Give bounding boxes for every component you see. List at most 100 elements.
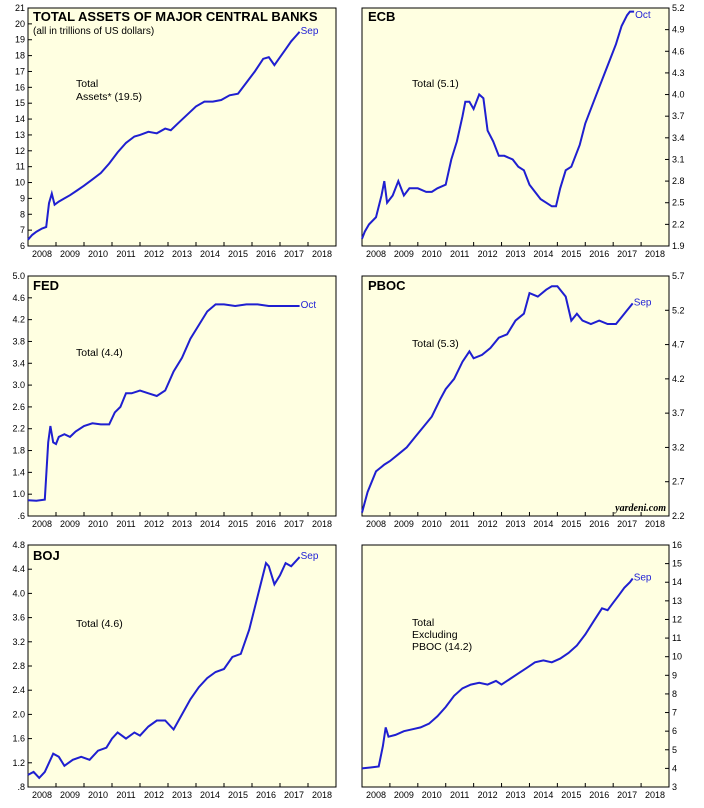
y-tick-label-excluding-pboc: 11	[672, 633, 681, 643]
plot-area-total-assets	[27, 7, 337, 247]
y-tick-label-excluding-pboc: 7	[672, 708, 677, 718]
y-tick-label-fed: 1.8	[12, 446, 25, 456]
y-tick-label-total-assets: 15	[15, 98, 25, 108]
series-line-fed	[27, 303, 300, 502]
x-tick-label-fed: 2011	[116, 519, 135, 529]
y-tick-label-ecb: 4.3	[672, 68, 685, 78]
y-tick-label-fed: .6	[17, 511, 25, 521]
x-tick-label-fed: 2013	[172, 519, 192, 529]
y-tick-label-ecb: 4.0	[672, 90, 685, 100]
y-tick-label-boj: 1.6	[12, 734, 25, 744]
x-tick-label-pboc: 2012	[478, 519, 498, 529]
y-tick-label-ecb: 5.2	[672, 3, 685, 13]
x-tick-label-total-assets: 2011	[116, 249, 135, 259]
y-tick-label-excluding-pboc: 12	[672, 614, 682, 624]
y-tick-label-total-assets: 21	[15, 3, 25, 13]
x-tick-label-fed: 2012	[144, 519, 164, 529]
x-tick-label-fed: 2010	[88, 519, 108, 529]
y-tick-label-fed: 4.2	[12, 315, 25, 325]
annotation-pboc: Total (5.3)	[412, 338, 459, 350]
chart-title-total-assets: TOTAL ASSETS OF MAJOR CENTRAL BANKS	[33, 9, 318, 24]
y-tick-label-boj: 4.4	[12, 564, 25, 574]
panel-ecb: 1.9 2.2 2.5 2.8 3.1 3.4 3.7 4.0 4.3 4.6 4.9 5.2 2008…	[361, 3, 685, 259]
y-tick-label-pboc: 4.7	[672, 340, 685, 350]
y-tick-label-pboc: 3.2	[672, 442, 685, 452]
y-tick-label-ecb: 4.9	[672, 25, 685, 35]
annotation-ecb: Total (5.1)	[412, 78, 459, 90]
y-tick-label-total-assets: 12	[15, 146, 25, 156]
x-tick-label-ecb: 2010	[422, 249, 442, 259]
x-tick-label-total-assets: 2013	[172, 249, 192, 259]
x-tick-label-excluding-pboc: 2013	[505, 790, 525, 800]
y-tick-label-boj: .8	[17, 782, 25, 792]
x-tick-label-boj: 2009	[60, 790, 80, 800]
y-tick-label-excluding-pboc: 14	[672, 577, 682, 587]
y-tick-label-excluding-pboc: 8	[672, 689, 677, 699]
y-tick-label-fed: 2.6	[12, 402, 25, 412]
y-tick-label-excluding-pboc: 9	[672, 670, 677, 680]
chart-title-fed: FED	[33, 278, 59, 293]
x-tick-label-ecb: 2018	[645, 249, 665, 259]
y-tick-label-total-assets: 19	[15, 35, 25, 45]
y-tick-label-total-assets: 11	[16, 162, 25, 172]
x-tick-label-pboc: 2014	[533, 519, 553, 529]
x-tick-label-excluding-pboc: 2015	[561, 790, 581, 800]
series-line-excluding-pboc	[361, 577, 634, 770]
x-tick-label-excluding-pboc: 2009	[394, 790, 414, 800]
x-tick-label-pboc: 2013	[505, 519, 525, 529]
y-tick-label-total-assets: 13	[15, 130, 25, 140]
y-tick-label-total-assets: 7	[20, 225, 25, 235]
panel-pboc: 2.2 2.7 3.2 3.7 4.2 4.7 5.2 5.7 2008 2009 2010 2011…	[361, 271, 685, 529]
y-tick-label-total-assets: 9	[20, 193, 25, 203]
x-tick-label-excluding-pboc: 2012	[478, 790, 498, 800]
x-tick-label-total-assets: 2016	[256, 249, 276, 259]
y-tick-label-ecb: 2.5	[672, 198, 685, 208]
chart-title-ecb: ECB	[368, 9, 395, 24]
x-tick-label-boj: 2011	[116, 790, 135, 800]
y-tick-label-boj: 3.6	[12, 613, 25, 623]
y-tick-label-pboc: 4.2	[672, 374, 685, 384]
y-tick-label-excluding-pboc: 4	[672, 763, 677, 773]
y-tick-label-fed: 3.4	[12, 358, 25, 368]
plot-area-fed	[27, 275, 337, 517]
panel-total-assets: 6 7 8 9 10 11 12 13 14 15 16 17 18 19 20 21 2008 2009 2010…	[15, 3, 337, 259]
chart-title-pboc: PBOC	[368, 278, 406, 293]
x-tick-label-boj: 2018	[312, 790, 332, 800]
x-tick-label-total-assets: 2012	[144, 249, 164, 259]
y-tick-label-total-assets: 14	[15, 114, 25, 124]
y-tick-label-excluding-pboc: 10	[672, 652, 682, 662]
y-tick-label-fed: 1.0	[12, 489, 25, 499]
end-label-fed: Oct	[301, 300, 317, 311]
end-label-total-assets: Sep	[301, 26, 319, 37]
y-tick-label-ecb: 2.2	[672, 219, 685, 229]
plot-area-excluding-pboc	[361, 544, 670, 788]
y-tick-label-pboc: 3.7	[672, 408, 685, 418]
y-tick-label-ecb: 2.8	[672, 176, 685, 186]
x-tick-label-fed: 2018	[312, 519, 332, 529]
y-tick-label-pboc: 2.2	[672, 511, 685, 521]
y-tick-label-total-assets: 10	[15, 178, 25, 188]
end-label-pboc: Sep	[634, 297, 652, 308]
plot-area-boj	[27, 544, 337, 788]
x-tick-label-fed: 2009	[60, 519, 80, 529]
x-tick-label-boj: 2008	[32, 790, 52, 800]
x-tick-label-boj: 2015	[228, 790, 248, 800]
y-tick-label-fed: 4.6	[12, 293, 25, 303]
x-tick-label-pboc: 2009	[394, 519, 414, 529]
y-tick-label-fed: 3.0	[12, 380, 25, 390]
x-tick-label-total-assets: 2018	[312, 249, 332, 259]
y-tick-label-excluding-pboc: 13	[672, 596, 682, 606]
x-tick-label-fed: 2016	[256, 519, 276, 529]
y-tick-label-pboc: 5.7	[672, 271, 685, 281]
y-tick-label-total-assets: 6	[20, 241, 25, 251]
x-tick-label-pboc: 2011	[450, 519, 469, 529]
y-tick-label-excluding-pboc: 5	[672, 745, 677, 755]
y-tick-label-boj: 2.8	[12, 661, 25, 671]
x-tick-label-ecb: 2015	[561, 249, 581, 259]
x-tick-label-excluding-pboc: 2017	[617, 790, 637, 800]
y-tick-label-boj: 2.4	[12, 685, 25, 695]
watermark-yardeni: yardeni.com	[614, 503, 666, 514]
y-tick-label-total-assets: 20	[15, 19, 25, 29]
y-tick-label-excluding-pboc: 15	[672, 559, 682, 569]
